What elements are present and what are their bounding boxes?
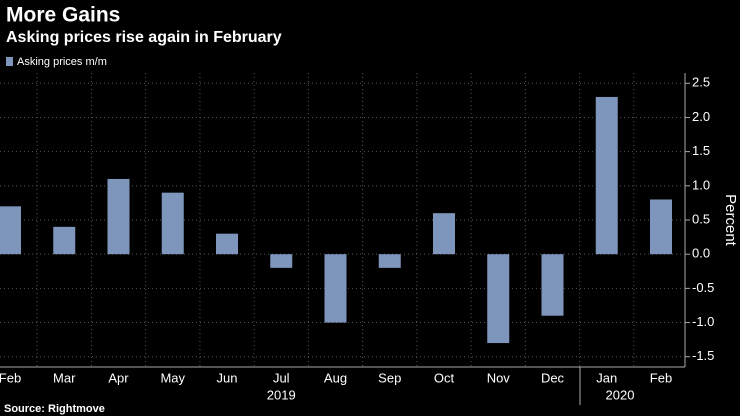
- y-tick-label: -0.5: [692, 280, 714, 295]
- y-tick-label: 0.5: [692, 211, 710, 226]
- x-tick-label: Feb: [650, 370, 672, 385]
- x-tick-label: Apr: [108, 370, 129, 385]
- x-tick-label: Feb: [0, 370, 21, 385]
- chart-subtitle: Asking prices rise again in February: [6, 29, 282, 46]
- bar: [650, 199, 672, 255]
- x-tick-label: Jul: [273, 370, 290, 385]
- bar: [595, 96, 618, 255]
- x-tick-label: Dec: [541, 370, 565, 385]
- bar: [541, 254, 564, 316]
- y-tick-label: 0.0: [692, 246, 710, 261]
- legend-swatch: [6, 57, 13, 66]
- bar: [53, 226, 76, 255]
- bar: [378, 254, 401, 268]
- y-tick-label: -1.0: [692, 314, 714, 329]
- x-tick-label: Aug: [324, 370, 347, 385]
- y-tick-label: 1.5: [692, 143, 710, 158]
- year-label: 2019: [267, 387, 296, 402]
- x-tick-label: Mar: [53, 370, 76, 385]
- bar: [216, 233, 238, 255]
- x-tick-label: Nov: [487, 370, 511, 385]
- bar: [161, 192, 184, 255]
- bar: [487, 254, 510, 344]
- bar: [324, 254, 347, 323]
- y-tick-label: 1.0: [692, 177, 710, 192]
- source-note: Source: Rightmove: [4, 403, 105, 415]
- bar: [107, 178, 130, 255]
- x-tick-label: Oct: [434, 370, 455, 385]
- y-tick-label: -1.5: [692, 348, 714, 363]
- x-tick-label: Jan: [596, 370, 617, 385]
- year-label: 2020: [606, 387, 635, 402]
- y-tick-label: 2.5: [692, 75, 710, 90]
- bar: [0, 206, 21, 255]
- bar: [270, 254, 293, 268]
- x-tick-label: Sep: [378, 370, 401, 385]
- chart-title: More Gains: [6, 4, 120, 27]
- legend-label: Asking prices m/m: [17, 56, 107, 68]
- x-tick-label: Jun: [217, 370, 238, 385]
- y-axis-title: Percent: [722, 194, 739, 247]
- y-tick-label: 2.0: [692, 109, 710, 124]
- bar: [433, 213, 455, 255]
- x-tick-label: May: [160, 370, 185, 385]
